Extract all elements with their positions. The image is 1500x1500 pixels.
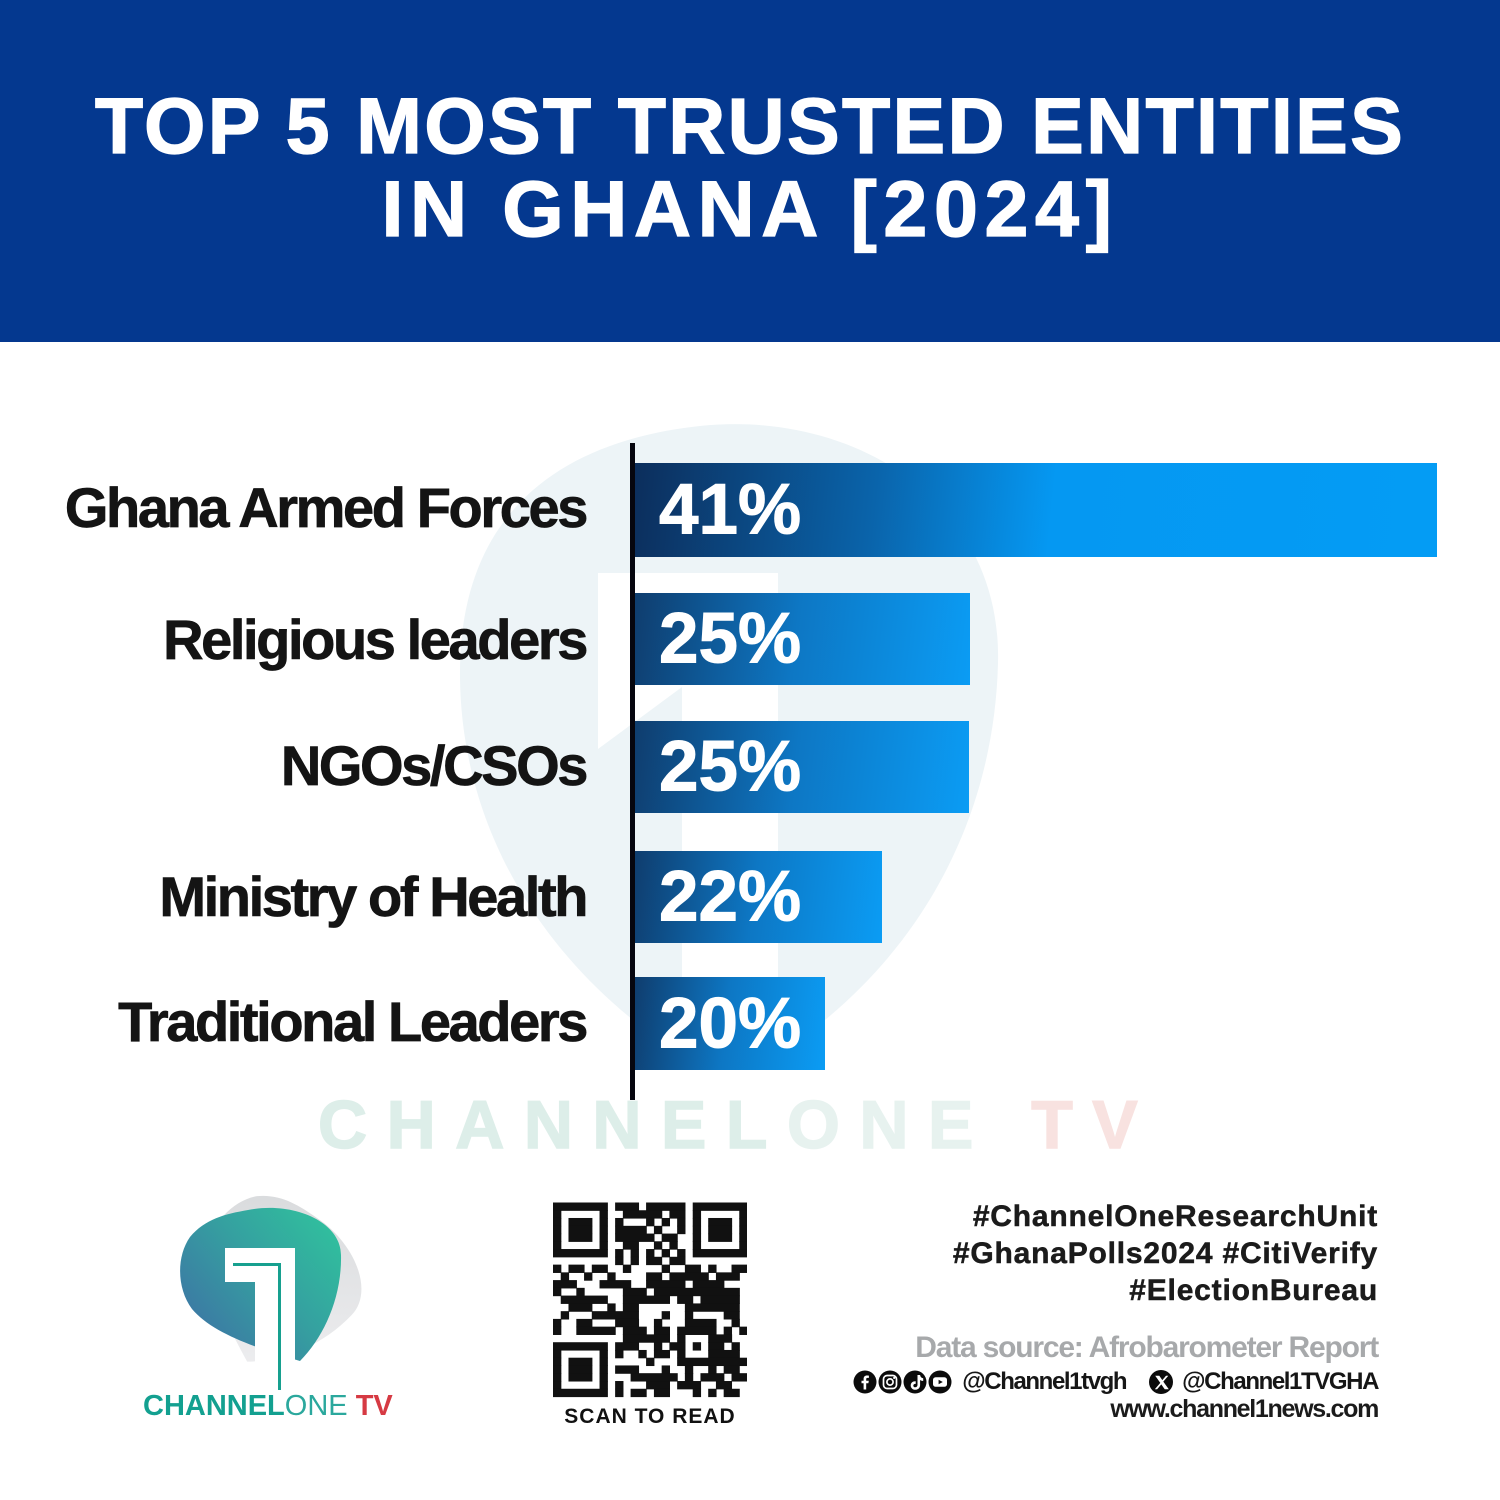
svg-text:CHANNELONE TV: CHANNELONE TV <box>143 1390 393 1422</box>
